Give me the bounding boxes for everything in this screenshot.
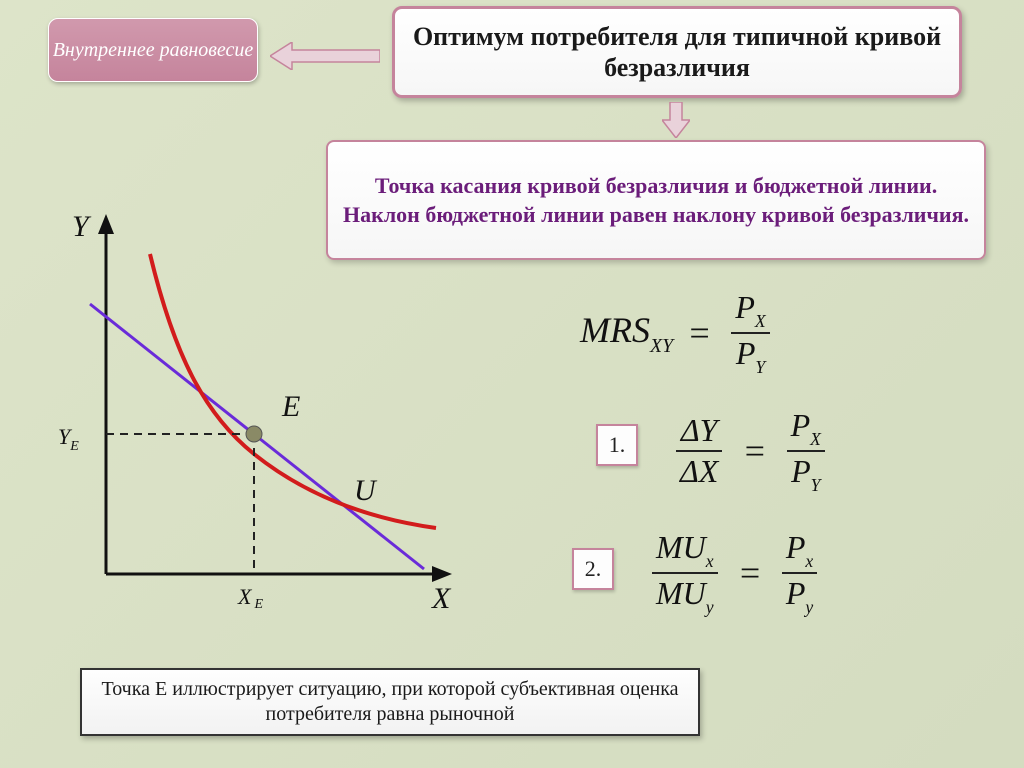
frac-px-py: PX PY xyxy=(731,290,769,375)
badge-inner-equilibrium: Внутреннее равновесие xyxy=(48,18,258,82)
equations-area: MRSXY = PX PY 1. ΔY ΔX = PX PY 2. MUx xyxy=(520,290,1000,650)
title-box: Оптимум потребителя для типичной кривой … xyxy=(392,6,962,98)
equation-number-1: 1. xyxy=(609,432,626,458)
footer-box: Точка E иллюстрирует ситуацию, при котор… xyxy=(80,668,700,736)
ye-label: YE xyxy=(58,424,79,454)
badge-text: Внутреннее равновесие xyxy=(53,38,254,62)
frac-px-py-2: PX PY xyxy=(787,408,825,493)
equals-sign: = xyxy=(687,312,711,354)
curve-u-label: U xyxy=(354,474,378,507)
equation-number-2-box: 2. xyxy=(572,548,614,590)
frac-dy-dx: ΔY ΔX xyxy=(676,413,722,489)
x-axis-label: X xyxy=(431,582,452,614)
title-text: Оптимум потребителя для типичной кривой … xyxy=(407,21,947,83)
xe-label: XE xyxy=(237,584,263,612)
consumer-optimum-chart: Y X E U YE XE xyxy=(34,194,474,614)
equation-slope: ΔY ΔX = PX PY xyxy=(670,408,831,493)
y-axis-label: Y xyxy=(72,210,92,243)
frac-mux-muy: MUx MUy xyxy=(652,530,718,615)
y-axis-arrowhead xyxy=(98,214,114,234)
tangent-point-marker xyxy=(246,426,262,442)
equals-sign-2: = xyxy=(742,430,766,472)
equation-mu: MUx MUy = Px Py xyxy=(646,530,823,615)
mrs-symbol: MRSXY xyxy=(580,309,673,356)
x-axis-arrowhead xyxy=(432,566,452,582)
equation-number-1-box: 1. xyxy=(596,424,638,466)
point-e-label: E xyxy=(281,390,300,423)
arrow-down-icon xyxy=(662,102,690,138)
arrow-left-icon xyxy=(270,42,380,70)
equation-mrs: MRSXY = PX PY xyxy=(580,290,776,375)
equation-number-2: 2. xyxy=(585,556,602,582)
frac-px-py-3: Px Py xyxy=(782,530,817,615)
footer-text: Точка E иллюстрирует ситуацию, при котор… xyxy=(94,677,686,727)
equals-sign-3: = xyxy=(738,552,762,594)
